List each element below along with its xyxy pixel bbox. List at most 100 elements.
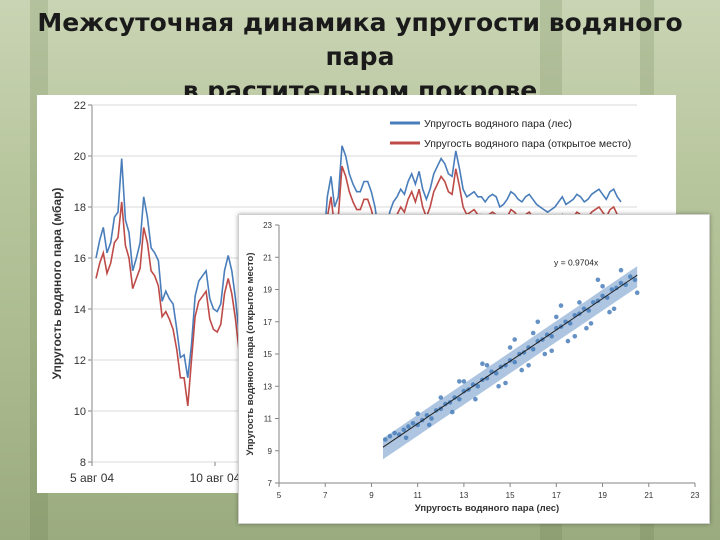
scatter-point (526, 345, 531, 350)
y-tick-label: 21 (263, 253, 272, 262)
scatter-point (607, 309, 612, 315)
scatter-point (565, 338, 571, 344)
y-tick-label: 22 (74, 100, 86, 112)
scatter-point (618, 267, 624, 273)
scatter-point (387, 433, 393, 439)
x-axis-title: Упругость водяного пара (лес) (415, 503, 559, 514)
scatter-point (403, 435, 409, 441)
y-axis-title: Упругость водяного пара (открытое место) (245, 253, 256, 456)
x-tick-label: 13 (459, 491, 468, 500)
x-tick-label: 19 (598, 491, 607, 500)
scatter-point (426, 422, 432, 428)
scatter-point (457, 396, 462, 402)
y-tick-label: 23 (263, 221, 272, 230)
scatter-point (519, 367, 524, 373)
scatter-point (628, 274, 633, 279)
scatter-point (383, 437, 388, 442)
scatter-point (401, 427, 407, 433)
scatter-point (618, 280, 624, 286)
y-tick-label: 16 (74, 253, 86, 265)
title-line-1: Межсуточная динамика упругости водяного … (37, 8, 683, 71)
y-tick-label: 17 (263, 318, 272, 327)
scatter-point (600, 293, 605, 299)
scatter-chart-panel: 7 9 11 13 15 17 19 21 23 5 7 9 11 13 15 17 19 21 23 Упругос… (238, 214, 710, 524)
scatter-point (530, 330, 536, 336)
scatter-point (554, 314, 559, 320)
x-tick-label: 10 авг 04 (190, 471, 241, 485)
scatter-point (452, 395, 457, 400)
x-tick-label: 5 авг 04 (70, 471, 114, 485)
scatter-point-cloud (383, 266, 638, 460)
y-tick-label: 18 (74, 202, 86, 214)
y-tick-label: 7 (268, 479, 273, 488)
scatter-point (496, 384, 501, 389)
scatter-point (542, 351, 548, 357)
scatter-point (512, 337, 517, 342)
x-tick-label: 17 (552, 491, 561, 500)
scatter-point (572, 334, 578, 339)
y-tick-label: 19 (263, 286, 272, 295)
y-tick-label: 15 (263, 350, 272, 359)
series-line-forest (95, 145, 622, 378)
x-tick-label: 21 (644, 491, 653, 500)
scatter-point (406, 424, 411, 429)
scatter-point (392, 430, 397, 436)
scatter-point (584, 325, 589, 331)
y-tick-label: 20 (74, 151, 86, 163)
scatter-point (567, 321, 573, 326)
scatter-point (450, 409, 455, 415)
scatter-point (493, 371, 499, 376)
scatter-point (588, 321, 594, 326)
scatter-point (457, 379, 462, 384)
scatter-point (415, 411, 420, 416)
y-tick-label: 12 (74, 355, 86, 367)
scatter-point (600, 284, 605, 289)
scatter-point (611, 306, 617, 312)
y-axis-title: Упругость водяного пара (мбар) (50, 188, 64, 380)
scatter-point (480, 361, 485, 366)
scatter-point (577, 300, 582, 305)
slide-title: Межсуточная динамика упругости водяного … (0, 6, 720, 108)
scatter-point (484, 363, 490, 368)
y-tick-label: 9 (268, 447, 273, 456)
scatter-point (526, 363, 531, 368)
scatter-point (549, 334, 554, 339)
scatter-point (586, 308, 591, 313)
trendline-equation: y = 0.9704x (554, 257, 599, 267)
scatter-point (558, 303, 564, 308)
scatter-point (549, 348, 554, 354)
scatter-point (632, 277, 638, 283)
scatter-point (535, 319, 541, 325)
scatter-point (503, 363, 508, 368)
scatter-point (475, 384, 481, 389)
scatter-point (461, 379, 467, 384)
scatter-point (609, 287, 615, 292)
scatter-point (429, 416, 434, 421)
legend-label-open: Упругость водяного пара (открытое место) (424, 138, 631, 150)
y-tick-label: 13 (263, 382, 272, 391)
scatter-point (473, 396, 478, 402)
legend-label-forest: Упругость водяного пара (лес) (424, 118, 572, 130)
y-tick-label: 11 (264, 415, 273, 424)
x-tick-label: 15 (506, 491, 515, 500)
scatter-point (530, 346, 536, 352)
x-tick-label: 9 (369, 491, 374, 500)
x-tick-label: 23 (691, 491, 700, 500)
scatter-point (614, 285, 619, 291)
y-tick-label: 14 (74, 304, 86, 316)
scatter-point (595, 277, 601, 283)
scatter-point (512, 359, 517, 365)
scatter-point (410, 421, 416, 426)
scatter-point (634, 290, 640, 295)
scatter-point (415, 422, 420, 428)
scatter-point (535, 338, 541, 344)
x-tick-label: 7 (323, 491, 328, 500)
y-tick-label: 10 (74, 406, 86, 418)
trendline (382, 274, 638, 448)
scatter-point (438, 395, 444, 400)
y-tick-label: 8 (80, 457, 86, 469)
x-tick-label: 5 (277, 491, 282, 500)
x-tick-label: 11 (414, 491, 423, 500)
scatter-point (503, 380, 508, 386)
